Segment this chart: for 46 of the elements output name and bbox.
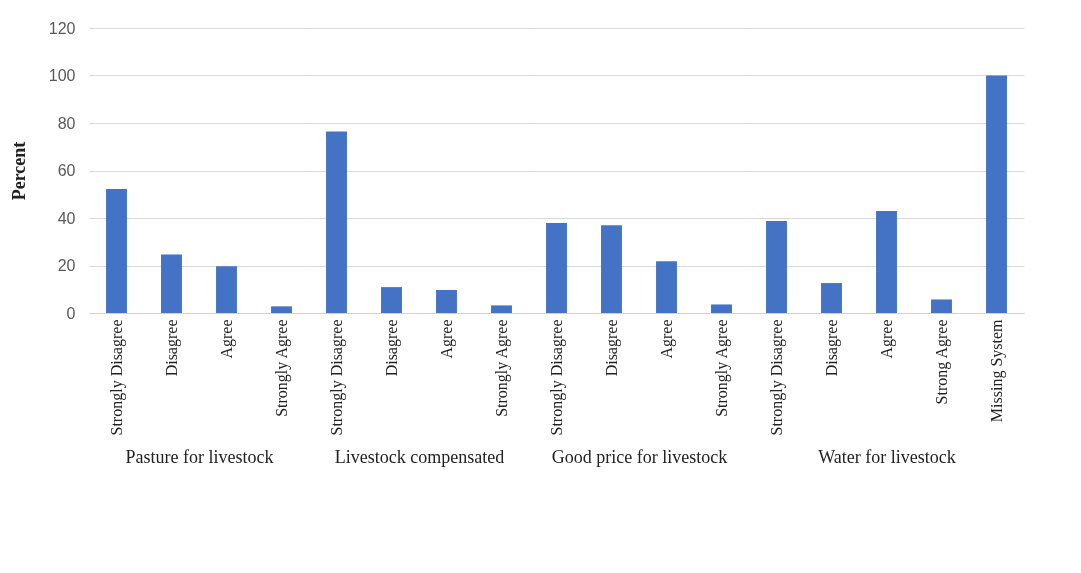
y-tick-label: 20	[57, 257, 76, 274]
x-axis-title: Pasture for livestock	[125, 447, 274, 468]
x-tick-label: Strongly Agree	[272, 319, 291, 417]
y-tick-label: 60	[57, 162, 76, 179]
bar	[821, 283, 842, 313]
bar	[601, 225, 622, 313]
x-tick-label: Disagree	[602, 319, 621, 377]
x-tick-label: Agree	[217, 319, 236, 359]
bar	[876, 211, 897, 313]
x-tick-label: Agree	[657, 319, 676, 359]
y-tick-label: 120	[48, 19, 76, 37]
x-tick-label: Strongly Disagree	[327, 319, 346, 436]
bar	[161, 254, 182, 313]
x-tick-label: Missing System	[987, 318, 1006, 423]
x-tick-label: Strongly Disagree	[107, 319, 126, 436]
x-tick-label: Agree	[437, 319, 456, 359]
y-tick-label: 80	[57, 114, 76, 132]
bar	[271, 306, 292, 313]
bar	[711, 304, 732, 313]
bar	[326, 131, 347, 313]
x-axis-title: Water for livestock	[818, 447, 956, 468]
bar	[491, 305, 512, 313]
bar	[216, 266, 237, 313]
y-tick-label: 0	[66, 304, 76, 322]
y-tick-label: 100	[48, 67, 76, 84]
bar	[931, 299, 952, 313]
bar	[106, 189, 127, 313]
x-tick-label: Strongly Disagree	[767, 319, 786, 436]
x-tick-label: Disagree	[162, 319, 181, 377]
x-tick-label: Strongly Agree	[492, 319, 511, 417]
x-tick-label: Strongly Agree	[712, 319, 731, 417]
bar	[656, 261, 677, 313]
y-axis-title: Percent	[8, 141, 29, 201]
bar	[381, 287, 402, 313]
x-tick-label: Disagree	[382, 319, 401, 377]
bar	[436, 289, 457, 313]
y-tick-label: 40	[57, 209, 76, 227]
bar	[986, 75, 1007, 313]
x-axis-title: Livestock compensated	[334, 447, 505, 468]
bar	[546, 222, 567, 313]
x-axis-title: Good price for livestock	[551, 447, 728, 468]
x-tick-label: Disagree	[822, 319, 841, 377]
x-tick-label: Strongly Disagree	[547, 319, 566, 436]
x-tick-label: Agree	[877, 319, 896, 359]
bar	[766, 221, 787, 313]
x-tick-label: Strong Agree	[932, 319, 951, 405]
